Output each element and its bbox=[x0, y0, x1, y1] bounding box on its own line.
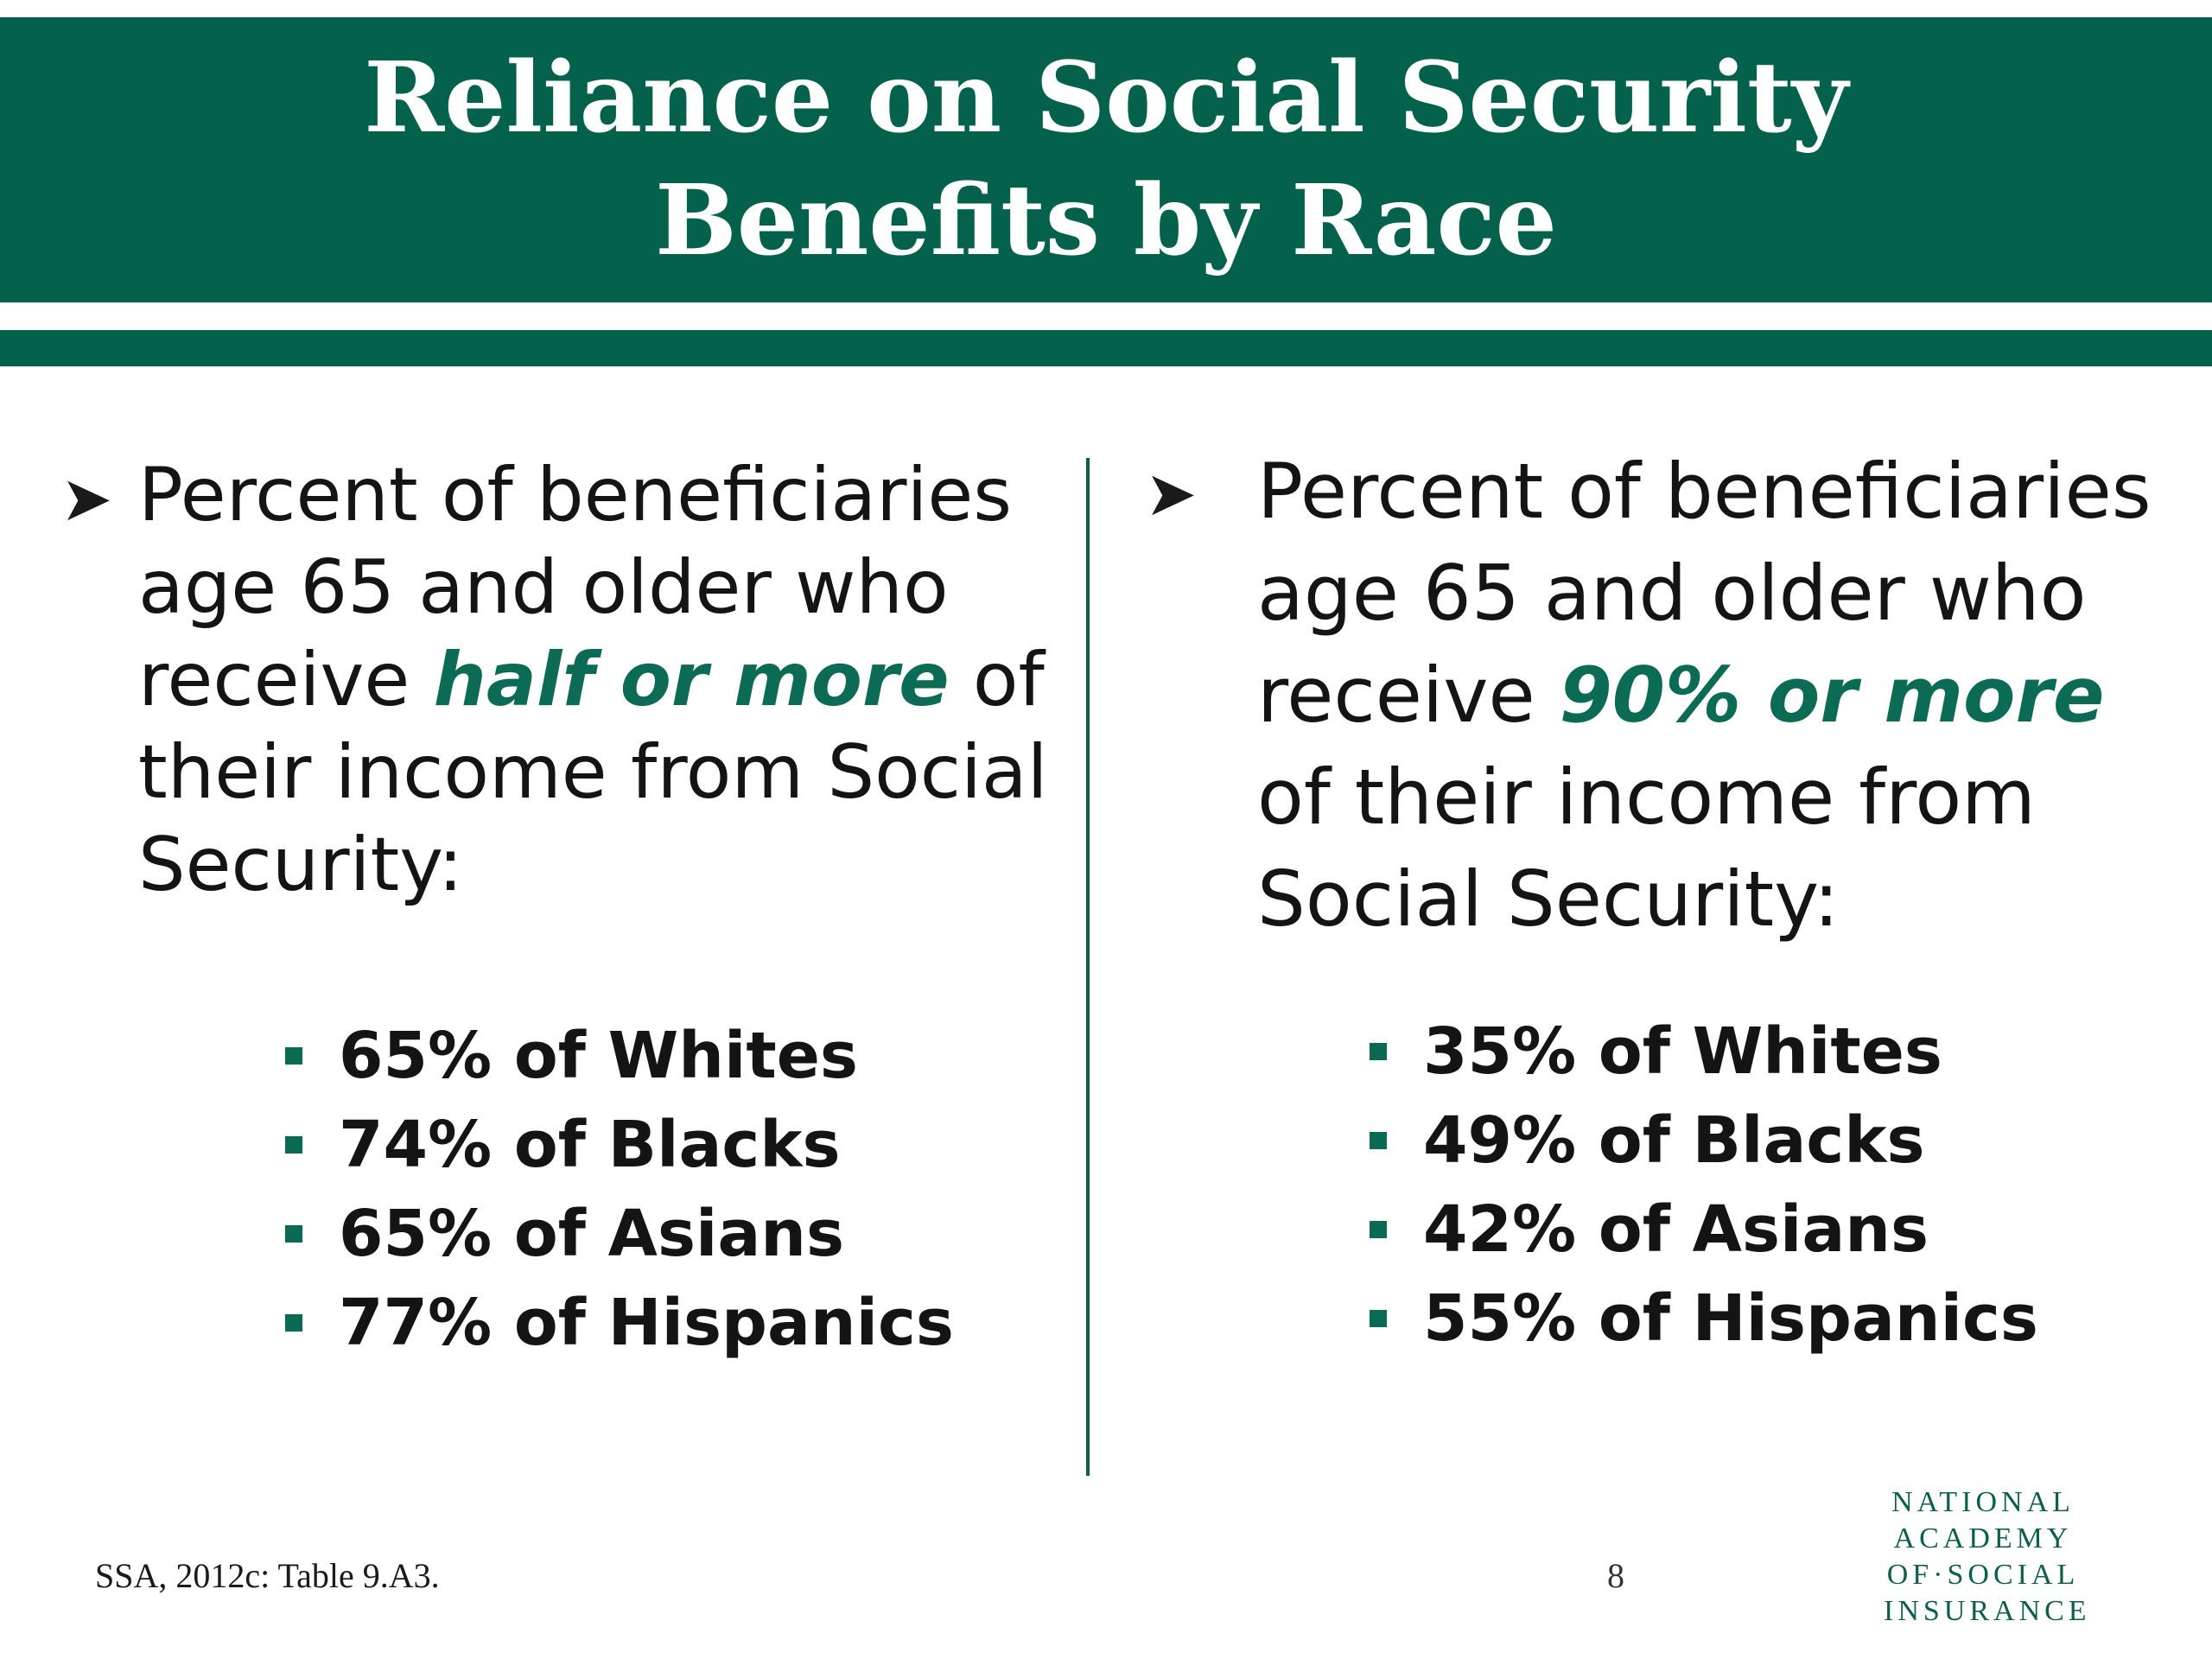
list-item: 55% of Hispanics bbox=[1370, 1274, 2038, 1363]
slide-title: Reliance on Social Security Benefits by … bbox=[0, 17, 2212, 302]
list-item: 49% of Blacks bbox=[1370, 1096, 2038, 1185]
title-underline-stripe bbox=[0, 330, 2212, 366]
right-stats-list: 35% of Whites 49% of Blacks 42% of Asian… bbox=[1370, 1007, 2038, 1363]
square-bullet-icon bbox=[285, 1224, 302, 1243]
square-bullet-icon bbox=[285, 1046, 302, 1065]
left-stat-whites: 65% of Whites bbox=[339, 1018, 858, 1093]
right-lead-text: Percent of beneficiaries age 65 and olde… bbox=[1257, 441, 2182, 950]
square-bullet-icon bbox=[1370, 1131, 1387, 1149]
right-lead-bullet: ➤ Percent of beneficiaries age 65 and ol… bbox=[1145, 441, 2182, 950]
left-stat-hispanics: 77% of Hispanics bbox=[339, 1285, 954, 1360]
list-item: 74% of Blacks bbox=[285, 1100, 954, 1189]
right-stat-hispanics: 55% of Hispanics bbox=[1423, 1281, 2038, 1356]
list-item: 42% of Asians bbox=[1370, 1185, 2038, 1274]
source-citation: SSA, 2012c: Table 9.A3. bbox=[95, 1556, 440, 1595]
slide-title-line-1: Reliance on Social Security bbox=[364, 41, 1848, 155]
left-lead-before: Percent of beneficiaries age 65 and olde… bbox=[138, 452, 1013, 723]
nasi-logo: NATIONAL ACADEMY OF·SOCIAL INSURANCE bbox=[1884, 1484, 2091, 1630]
right-stat-blacks: 49% of Blacks bbox=[1423, 1103, 1925, 1178]
square-bullet-icon bbox=[1370, 1220, 1387, 1238]
logo-line-3: OF·SOCIAL bbox=[1886, 1559, 2080, 1591]
logo-line-2: ACADEMY bbox=[1893, 1522, 2073, 1554]
list-item: 65% of Asians bbox=[285, 1189, 954, 1278]
list-item: 35% of Whites bbox=[1370, 1007, 2038, 1096]
list-item: 77% of Hispanics bbox=[285, 1278, 954, 1367]
left-stats-list: 65% of Whites 74% of Blacks 65% of Asian… bbox=[285, 1011, 954, 1367]
arrow-bullet-icon: ➤ bbox=[1145, 457, 1198, 530]
right-stat-whites: 35% of Whites bbox=[1423, 1014, 1942, 1089]
square-bullet-icon bbox=[285, 1135, 302, 1154]
right-column: ➤ Percent of beneficiaries age 65 and ol… bbox=[1145, 441, 2182, 950]
slide-title-line-2: Benefits by Race bbox=[655, 164, 1557, 277]
arrow-bullet-icon: ➤ bbox=[60, 462, 113, 535]
square-bullet-icon bbox=[1370, 1042, 1387, 1060]
page-number: 8 bbox=[1607, 1556, 1624, 1595]
square-bullet-icon bbox=[1370, 1309, 1387, 1327]
left-stat-asians: 65% of Asians bbox=[339, 1196, 845, 1271]
left-lead-after: of their income from Social Security: bbox=[138, 637, 1048, 908]
logo-line-4: INSURANCE bbox=[1884, 1595, 2091, 1627]
logo-line-1: NATIONAL bbox=[1891, 1486, 2075, 1518]
column-divider bbox=[1086, 458, 1090, 1476]
square-bullet-icon bbox=[285, 1313, 302, 1332]
right-stat-asians: 42% of Asians bbox=[1423, 1192, 1929, 1267]
list-item: 65% of Whites bbox=[285, 1011, 954, 1100]
right-lead-after: of their income from Social Security: bbox=[1257, 753, 2036, 944]
right-lead-before: Percent of beneficiaries age 65 and olde… bbox=[1257, 447, 2152, 740]
left-lead-text: Percent of beneficiaries age 65 and olde… bbox=[138, 449, 1063, 912]
left-stat-blacks: 74% of Blacks bbox=[339, 1107, 841, 1182]
left-lead-bullet: ➤ Percent of beneficiaries age 65 and ol… bbox=[60, 449, 1063, 912]
right-lead-emphasis: 90% or more bbox=[1559, 651, 2105, 740]
left-lead-emphasis: half or more bbox=[433, 637, 950, 723]
left-column: ➤ Percent of beneficiaries age 65 and ol… bbox=[60, 449, 1063, 912]
title-banner bbox=[0, 17, 2212, 302]
